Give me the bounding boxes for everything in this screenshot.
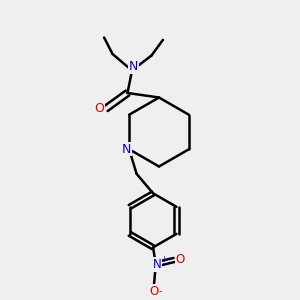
Text: O: O: [149, 285, 159, 298]
Text: N: N: [122, 143, 131, 156]
Text: +: +: [160, 256, 167, 265]
Text: -: -: [159, 286, 162, 296]
Text: N: N: [153, 258, 162, 271]
Text: O: O: [94, 102, 104, 115]
Text: N: N: [128, 60, 138, 74]
Text: O: O: [176, 254, 185, 266]
